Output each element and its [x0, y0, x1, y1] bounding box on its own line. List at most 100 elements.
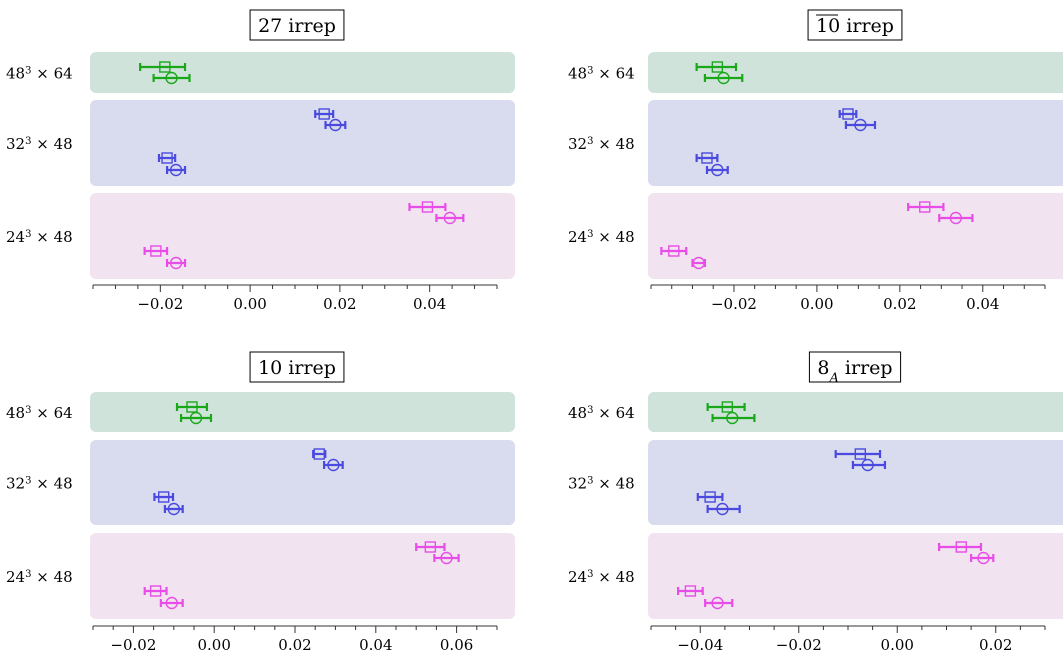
- data-point-square: [695, 61, 738, 73]
- data-point-square: [695, 152, 719, 164]
- marker-circle: [949, 211, 963, 225]
- panel-title-text: 10 irrep: [816, 15, 894, 37]
- data-point-square: [415, 541, 446, 553]
- data-point-circle: [163, 502, 184, 516]
- data-point-square: [312, 448, 327, 460]
- marker-circle: [443, 211, 457, 225]
- data-point-circle: [435, 211, 465, 225]
- x-tick-label: 0.02: [278, 636, 311, 654]
- data-point-circle: [844, 118, 877, 132]
- panel-title: 10 irrep: [249, 351, 345, 383]
- marker-circle: [167, 502, 181, 516]
- data-point-square: [834, 448, 882, 460]
- marker-square: [424, 541, 437, 553]
- x-tick-label: 0.00: [233, 295, 266, 313]
- marker-circle: [169, 256, 183, 270]
- marker-square: [186, 401, 198, 413]
- x-tick-label: −0.02: [776, 636, 822, 654]
- panel-4: 8A irrep 483 × 64 323 × 48 243 × 48 −0.04 −0.…: [568, 351, 1063, 654]
- marker-square: [161, 152, 173, 164]
- data-point-square: [706, 401, 746, 413]
- group-label: 243 × 48: [568, 568, 635, 586]
- data-point-circle: [938, 211, 974, 225]
- data-point-circle: [152, 71, 191, 85]
- marker-square: [955, 541, 967, 553]
- panel-title-box: [807, 9, 903, 41]
- data-point-square: [175, 401, 209, 413]
- band-48: [90, 52, 515, 93]
- marker-circle: [717, 71, 730, 85]
- panel-2: 10 irrep 483 × 64 323 × 48 243 × 48 −0.02 0.0…: [568, 9, 1063, 313]
- x-tick-label: 0.00: [800, 295, 833, 313]
- x-tick-label: 0.02: [883, 295, 916, 313]
- band-24: [90, 193, 515, 279]
- marker-circle: [165, 596, 178, 610]
- data-point-square: [938, 541, 983, 553]
- group-label: 323 × 48: [6, 475, 73, 493]
- x-tick-label: 0.00: [881, 636, 914, 654]
- marker-square: [421, 201, 434, 213]
- data-point-circle: [324, 118, 347, 132]
- panel-title-box: [249, 9, 345, 41]
- marker-circle: [711, 596, 724, 610]
- marker-square: [668, 245, 680, 257]
- data-point-circle: [704, 596, 734, 610]
- x-tick-label: 0.04: [966, 295, 999, 313]
- data-point-square: [143, 585, 168, 597]
- group-label: 483 × 64: [568, 404, 635, 422]
- data-point-circle: [703, 71, 744, 85]
- panel-title-text: 27 irrep: [258, 15, 336, 37]
- marker-square: [704, 491, 716, 503]
- marker-square: [721, 401, 734, 413]
- data-point-square: [408, 201, 447, 213]
- data-point-circle: [165, 163, 187, 177]
- marker-square: [854, 448, 867, 460]
- data-point-circle: [705, 163, 729, 177]
- group-label: 483 × 64: [568, 65, 635, 83]
- x-tick-label: 0.04: [359, 636, 392, 654]
- marker-square: [150, 245, 162, 257]
- marker-circle: [692, 256, 705, 270]
- band-48: [648, 392, 1063, 432]
- marker-circle: [977, 551, 990, 565]
- data-point-circle: [706, 502, 741, 516]
- x-tick-label: −0.02: [711, 295, 757, 313]
- marker-circle: [711, 163, 724, 177]
- data-point-square: [143, 245, 169, 257]
- x-tick-label: −0.02: [110, 636, 156, 654]
- group-label: 483 × 64: [6, 404, 73, 422]
- group-label: 323 × 48: [568, 135, 635, 153]
- group-label: 323 × 48: [568, 475, 635, 493]
- marker-circle: [189, 411, 203, 425]
- marker-square: [919, 201, 931, 213]
- marker-square: [313, 448, 325, 460]
- group-label: 243 × 48: [6, 568, 73, 586]
- data-point-circle: [159, 596, 184, 610]
- x-tick-label: −0.04: [677, 636, 723, 654]
- marker-circle: [726, 411, 739, 425]
- panel-3: 10 irrep 483 × 64 323 × 48 243 × 48 −0.02 0.0…: [6, 351, 515, 654]
- data-point-square: [157, 152, 177, 164]
- panel-title-box: [249, 351, 345, 383]
- panel-title: 27 irrep: [249, 9, 345, 41]
- band-32: [648, 440, 1063, 525]
- panel-title-text: 10 irrep: [258, 357, 336, 379]
- marker-circle: [861, 458, 874, 472]
- band-24: [90, 533, 515, 619]
- data-point-square: [153, 491, 175, 503]
- data-point-circle: [970, 551, 995, 565]
- data-point-square: [907, 201, 945, 213]
- data-point-circle: [711, 411, 756, 425]
- x-tick-label: 0.06: [440, 636, 473, 654]
- x-tick-label: −0.02: [137, 295, 183, 313]
- x-tick-label: 0.02: [979, 636, 1012, 654]
- panel-title: 8A irrep: [808, 351, 902, 386]
- band-48: [90, 392, 515, 432]
- band-48: [648, 52, 1063, 93]
- x-tick-label: 0.04: [413, 295, 446, 313]
- marker-square: [701, 152, 713, 164]
- marker-circle: [165, 71, 178, 85]
- data-point-circle: [179, 411, 213, 425]
